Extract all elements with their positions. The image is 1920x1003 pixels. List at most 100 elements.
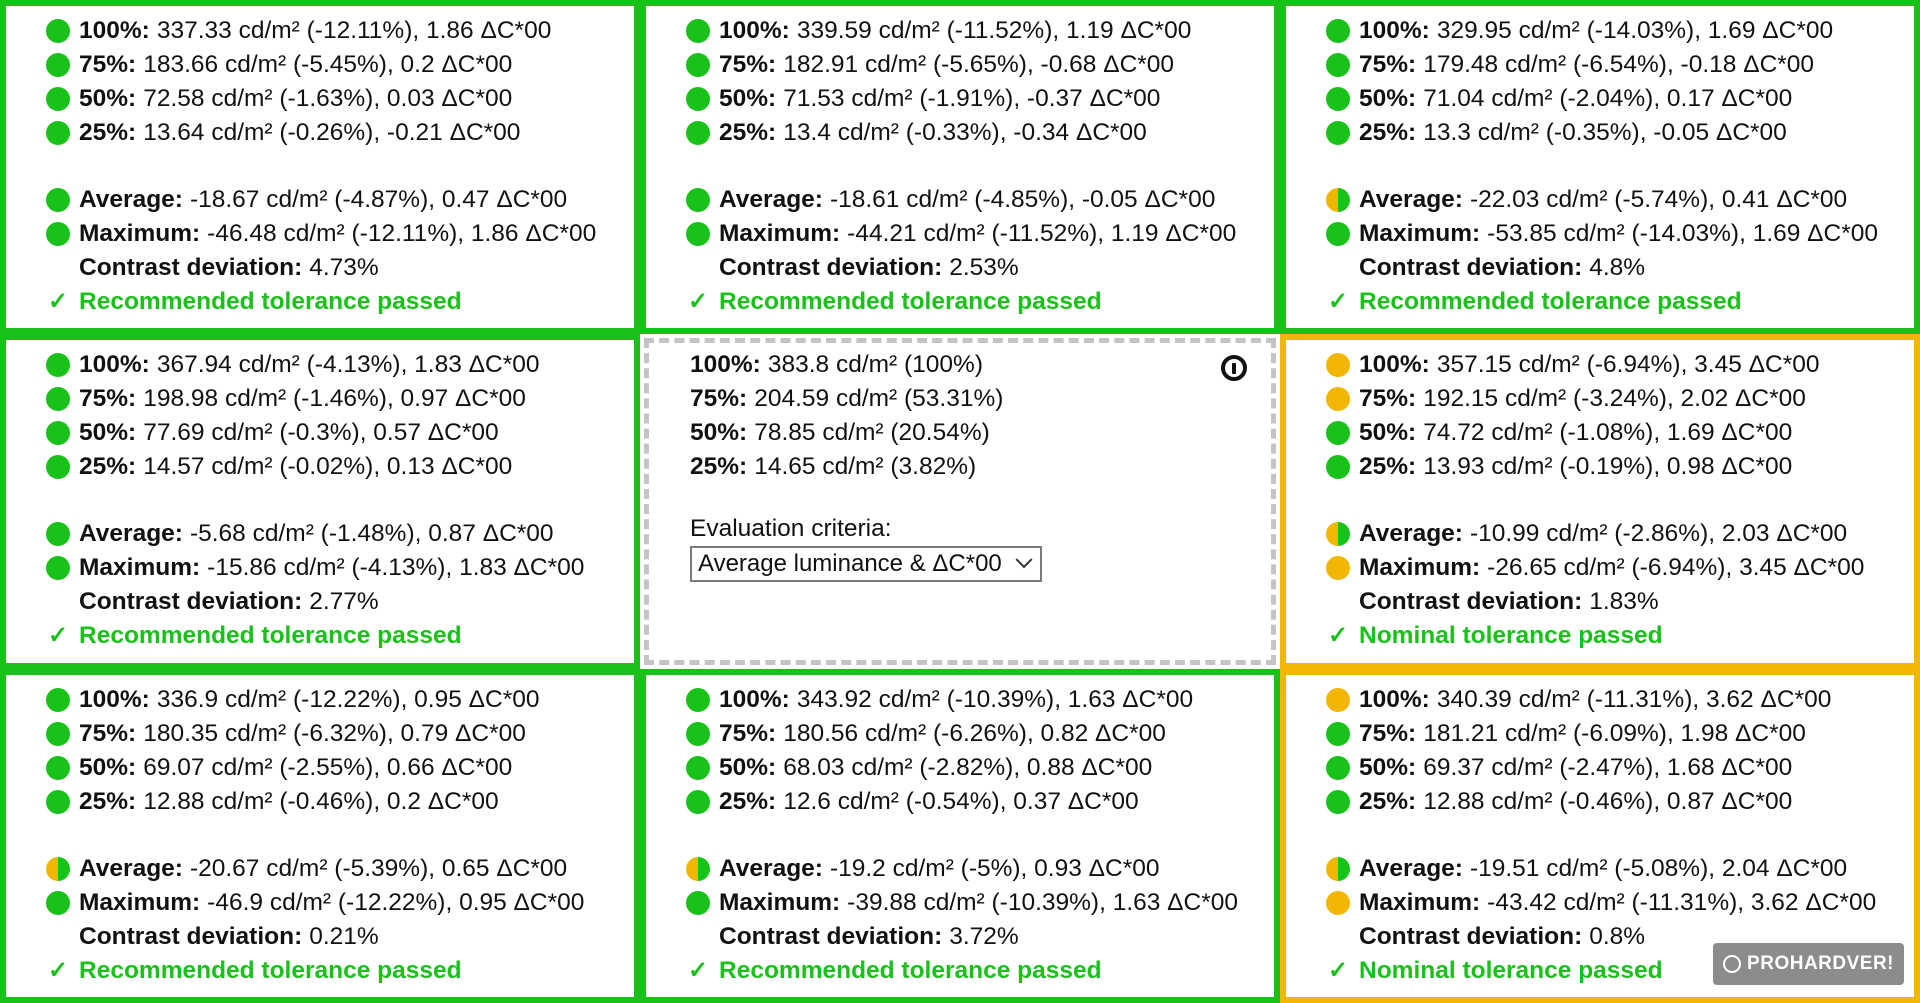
status-dot-icon	[1326, 455, 1350, 479]
average-label: Average:	[79, 520, 183, 547]
level-row-25: 25%: 12.6 cd/m² (-0.54%), 0.37 ΔC*00	[686, 785, 1274, 819]
level-row-50: 50%: 68.03 cd/m² (-2.82%), 0.88 ΔC*00	[686, 751, 1274, 785]
row-label: 25%:	[79, 788, 137, 815]
average-value: -22.03 cd/m² (-5.74%), 0.41 ΔC*00	[1469, 186, 1848, 213]
level-row-25: 25%: 13.3 cd/m² (-0.35%), -0.05 ΔC*00	[1326, 116, 1914, 150]
row-label: 75%:	[79, 385, 137, 412]
status-dot-icon	[686, 121, 710, 145]
row-value: 182.91 cd/m² (-5.65%), -0.68 ΔC*00	[783, 51, 1175, 78]
contrast-label: Contrast deviation:	[79, 254, 303, 281]
level-row-25: 25%: 14.57 cd/m² (-0.02%), 0.13 ΔC*00	[46, 450, 634, 484]
maximum-label: Maximum:	[79, 220, 201, 247]
contrast-value: 1.83%	[1589, 588, 1659, 615]
row-label: 25%:	[1359, 453, 1417, 480]
contrast-label: Contrast deviation:	[1359, 588, 1583, 615]
maximum-row: Maximum: -46.9 cd/m² (-12.22%), 0.95 ΔC*0…	[46, 886, 634, 920]
result-text: Recommended tolerance passed	[79, 288, 462, 315]
contrast-label: Contrast deviation:	[1359, 254, 1583, 281]
row-value: 339.59 cd/m² (-11.52%), 1.19 ΔC*00	[796, 17, 1192, 44]
half-status-dot-icon	[46, 857, 70, 881]
status-dot-icon	[686, 891, 710, 915]
status-dot-icon	[686, 222, 710, 246]
info-icon[interactable]	[1221, 355, 1247, 381]
contrast-value: 2.53%	[949, 254, 1019, 281]
result-text: Recommended tolerance passed	[719, 288, 1102, 315]
status-dot-icon	[46, 19, 70, 43]
checkmark-icon: ✓	[687, 288, 709, 315]
maximum-label: Maximum:	[719, 220, 841, 247]
average-label: Average:	[1359, 186, 1463, 213]
level-row-100: 100%: 336.9 cd/m² (-12.22%), 0.95 ΔC*00	[46, 683, 634, 717]
maximum-label: Maximum:	[79, 554, 201, 581]
row-value: 72.58 cd/m² (-1.63%), 0.03 ΔC*00	[143, 85, 513, 112]
row-value: 77.69 cd/m² (-0.3%), 0.57 ΔC*00	[143, 419, 499, 446]
level-row-50: 50%: 69.37 cd/m² (-2.47%), 1.68 ΔC*00	[1326, 751, 1914, 785]
row-label: 75%:	[719, 720, 777, 747]
row-label: 100%:	[79, 686, 150, 713]
status-dot-icon	[46, 222, 70, 246]
row-label: 25%:	[79, 453, 137, 480]
row-label: 75%:	[1359, 385, 1417, 412]
checkmark-icon: ✓	[1327, 288, 1349, 315]
average-row: Average: -10.99 cd/m² (-2.86%), 2.03 ΔC*0…	[1326, 517, 1914, 551]
status-dot-icon	[1326, 688, 1350, 712]
contrast-row: Contrast deviation: 0.21%	[46, 920, 634, 954]
row-value: 71.04 cd/m² (-2.04%), 0.17 ΔC*00	[1423, 85, 1793, 112]
status-dot-icon	[1326, 87, 1350, 111]
zone-cell-middle-left: 100%: 367.94 cd/m² (-4.13%), 1.83 ΔC*00 7…	[0, 334, 640, 669]
result-row: ✓ Recommended tolerance passed	[46, 954, 634, 988]
status-dot-icon	[46, 53, 70, 77]
row-label: 50%:	[79, 85, 137, 112]
row-value: 12.88 cd/m² (-0.46%), 0.87 ΔC*00	[1423, 788, 1793, 815]
row-value: 12.6 cd/m² (-0.54%), 0.37 ΔC*00	[783, 788, 1139, 815]
average-value: -18.67 cd/m² (-4.87%), 0.47 ΔC*00	[189, 186, 568, 213]
row-value: 69.07 cd/m² (-2.55%), 0.66 ΔC*00	[143, 754, 513, 781]
contrast-value: 3.72%	[949, 923, 1019, 950]
zone-cell-top-center: 100%: 339.59 cd/m² (-11.52%), 1.19 ΔC*00 …	[640, 0, 1280, 334]
contrast-value: 0.8%	[1589, 923, 1646, 950]
level-row-25: 25%: 13.4 cd/m² (-0.33%), -0.34 ΔC*00	[686, 116, 1274, 150]
row-value: 340.39 cd/m² (-11.31%), 3.62 ΔC*00	[1436, 686, 1832, 713]
level-row-25: 25%: 12.88 cd/m² (-0.46%), 0.87 ΔC*00	[1326, 785, 1914, 819]
row-value: 357.15 cd/m² (-6.94%), 3.45 ΔC*00	[1436, 351, 1820, 378]
status-dot-icon	[1326, 387, 1350, 411]
maximum-value: -46.9 cd/m² (-12.22%), 0.95 ΔC*00	[207, 889, 585, 916]
average-value: -19.2 cd/m² (-5%), 0.93 ΔC*00	[829, 855, 1160, 882]
row-value: 14.65 cd/m² (3.82%)	[754, 453, 977, 480]
maximum-value: -53.85 cd/m² (-14.03%), 1.69 ΔC*00	[1487, 220, 1879, 247]
level-row-100: 100%: 339.59 cd/m² (-11.52%), 1.19 ΔC*00	[686, 14, 1274, 48]
maximum-row: Maximum: -46.48 cd/m² (-12.11%), 1.86 ΔC*…	[46, 217, 634, 251]
zone-cell-middle-right: 100%: 357.15 cd/m² (-6.94%), 3.45 ΔC*00 7…	[1280, 334, 1920, 669]
status-dot-icon	[1326, 53, 1350, 77]
status-dot-icon	[46, 455, 70, 479]
average-label: Average:	[719, 855, 823, 882]
average-value: -20.67 cd/m² (-5.39%), 0.65 ΔC*00	[189, 855, 568, 882]
level-row-25: 25%: 13.64 cd/m² (-0.26%), -0.21 ΔC*00	[46, 116, 634, 150]
level-row-100: 100%: 343.92 cd/m² (-10.39%), 1.63 ΔC*00	[686, 683, 1274, 717]
row-label: 50%:	[1359, 754, 1417, 781]
row-label: 25%:	[1359, 788, 1417, 815]
status-dot-icon	[46, 387, 70, 411]
average-row: Average: -18.67 cd/m² (-4.87%), 0.47 ΔC*0…	[46, 183, 634, 217]
checkmark-icon: ✓	[1327, 622, 1349, 649]
evaluation-criteria-value: Average luminance & ΔC*00	[698, 550, 1002, 577]
checkmark-icon: ✓	[1327, 957, 1349, 984]
row-label: 50%:	[1359, 85, 1417, 112]
status-dot-icon	[1326, 790, 1350, 814]
row-value: 13.4 cd/m² (-0.33%), -0.34 ΔC*00	[783, 119, 1147, 146]
level-row-75: 75%: 179.48 cd/m² (-6.54%), -0.18 ΔC*00	[1326, 48, 1914, 82]
level-row-100: 100%: 357.15 cd/m² (-6.94%), 3.45 ΔC*00	[1326, 348, 1914, 382]
status-dot-icon	[686, 53, 710, 77]
row-label: 50%:	[719, 754, 777, 781]
checkmark-icon: ✓	[47, 957, 69, 984]
row-label: 50%:	[79, 419, 137, 446]
row-value: 74.72 cd/m² (-1.08%), 1.69 ΔC*00	[1423, 419, 1793, 446]
row-label: 100%:	[79, 17, 150, 44]
reference-row-100: 100%: 383.8 cd/m² (100%)	[690, 348, 1271, 382]
contrast-value: 4.8%	[1589, 254, 1646, 281]
average-label: Average:	[1359, 855, 1463, 882]
row-value: 180.35 cd/m² (-6.32%), 0.79 ΔC*00	[143, 720, 526, 747]
checkmark-icon: ✓	[47, 288, 69, 315]
evaluation-criteria-select[interactable]: Average luminance & ΔC*00	[690, 546, 1042, 582]
level-row-75: 75%: 180.35 cd/m² (-6.32%), 0.79 ΔC*00	[46, 717, 634, 751]
